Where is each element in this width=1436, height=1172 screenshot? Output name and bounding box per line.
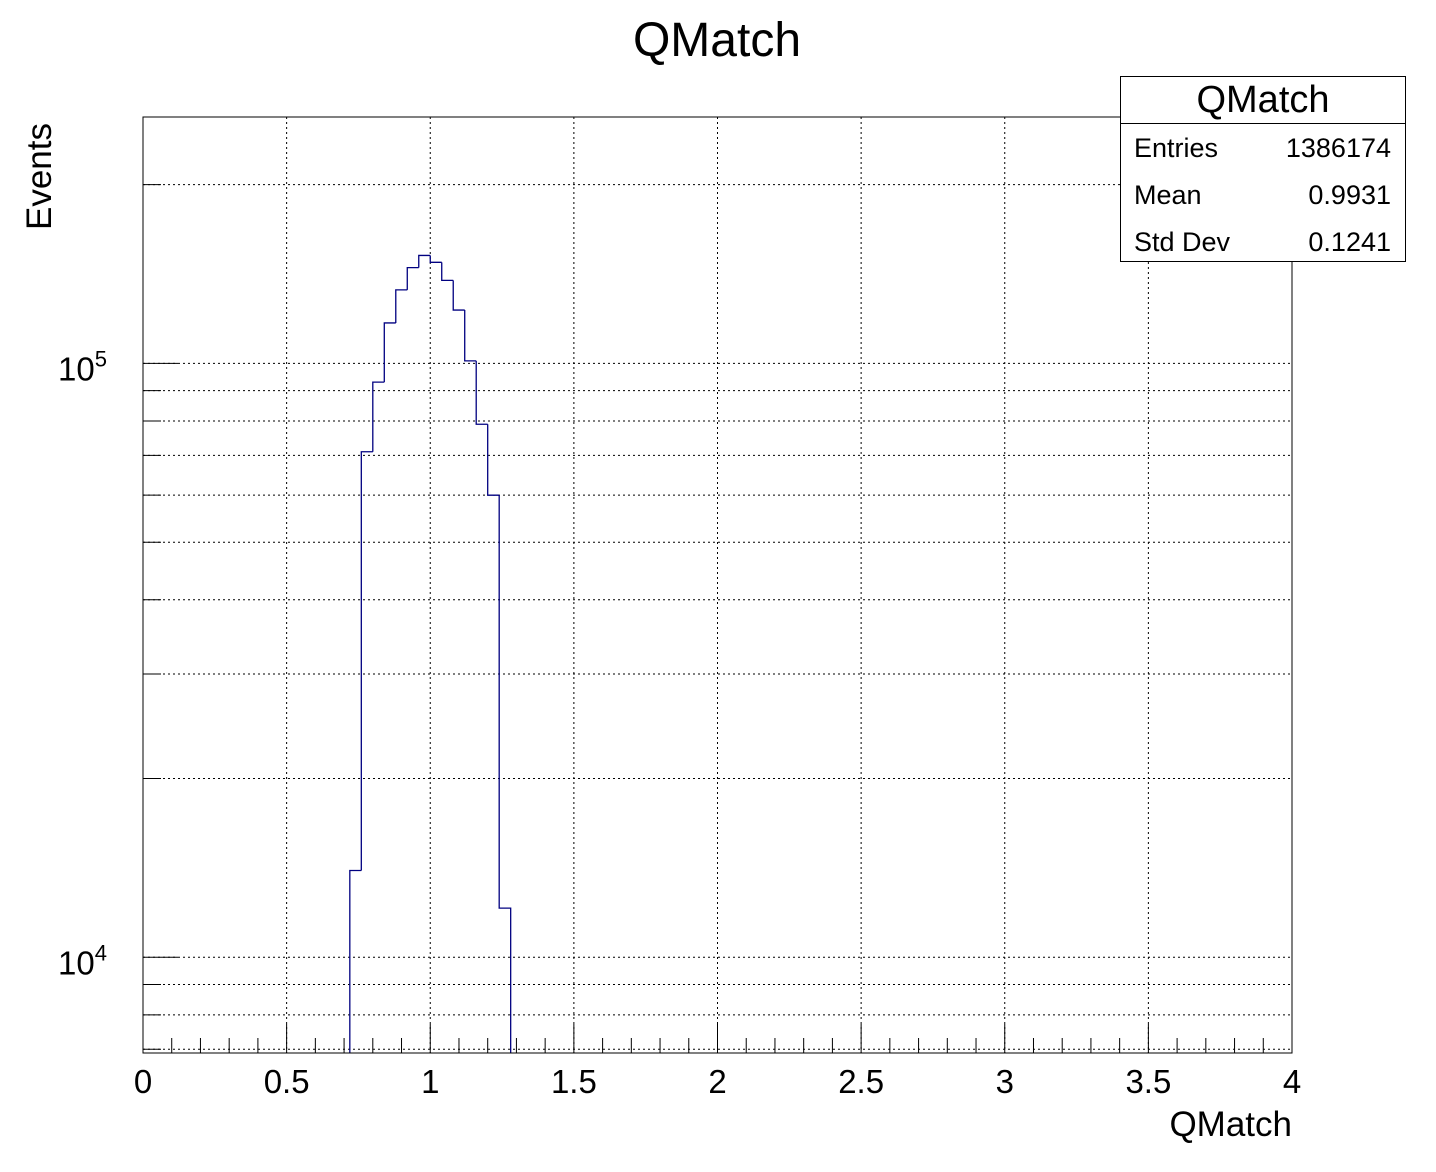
histogram-bin bbox=[487, 424, 500, 496]
stats-value: 1386174 bbox=[1285, 133, 1391, 163]
y-axis-label: Events bbox=[20, 123, 59, 230]
stats-row-mean: Mean 0.9931 bbox=[1121, 171, 1405, 218]
stats-box: QMatch Entries 1386174 Mean 0.9931 Std D… bbox=[1120, 76, 1406, 262]
stats-row-stddev: Std Dev 0.1241 bbox=[1121, 218, 1405, 265]
stats-title: QMatch bbox=[1121, 77, 1405, 124]
x-tick-label: 0 bbox=[134, 1063, 152, 1100]
histogram-bin bbox=[372, 381, 385, 452]
stats-key: Entries bbox=[1134, 133, 1219, 163]
stats-value: 0.1241 bbox=[1308, 227, 1391, 257]
histogram-bins bbox=[349, 254, 512, 1053]
histogram-bin bbox=[360, 451, 373, 871]
x-tick-label: 4 bbox=[1283, 1063, 1301, 1100]
x-tick-label: 2.5 bbox=[838, 1063, 884, 1100]
stats-key: Std Dev bbox=[1134, 227, 1231, 257]
y-tick-label: 104 bbox=[58, 940, 107, 981]
histogram-bin bbox=[418, 254, 431, 268]
histogram-bin bbox=[406, 266, 419, 290]
x-tick-label: 2 bbox=[708, 1063, 726, 1100]
histogram-bin bbox=[464, 310, 477, 362]
x-tick-label: 1.5 bbox=[551, 1063, 597, 1100]
x-tick-label: 3.5 bbox=[1125, 1063, 1171, 1100]
x-tick-labels: 0 0.5 1 1.5 2 2.5 3 3.5 4 bbox=[134, 1063, 1301, 1100]
histogram-bin bbox=[441, 262, 454, 282]
histogram-bin bbox=[498, 495, 512, 1053]
histogram-bin bbox=[383, 322, 396, 383]
grid-lines bbox=[143, 117, 1292, 1053]
x-axis-label: QMatch bbox=[1169, 1105, 1292, 1144]
histogram-bin bbox=[429, 255, 442, 263]
y-tick-label: 105 bbox=[58, 346, 107, 387]
x-tick-label: 3 bbox=[996, 1063, 1014, 1100]
y-tick-labels: 104 105 bbox=[58, 346, 107, 981]
stats-row-entries: Entries 1386174 bbox=[1121, 124, 1405, 171]
histogram-bin bbox=[452, 280, 465, 311]
histogram-bin bbox=[349, 869, 362, 1053]
stats-key: Mean bbox=[1134, 180, 1202, 210]
x-tick-label: 1 bbox=[421, 1063, 439, 1100]
stats-value: 0.9931 bbox=[1308, 180, 1391, 210]
chart-title: QMatch bbox=[633, 14, 801, 67]
histogram-bin bbox=[395, 289, 408, 323]
plot-frame bbox=[142, 116, 1293, 1054]
x-tick-label: 0.5 bbox=[264, 1063, 310, 1100]
histogram-bin bbox=[475, 360, 488, 425]
